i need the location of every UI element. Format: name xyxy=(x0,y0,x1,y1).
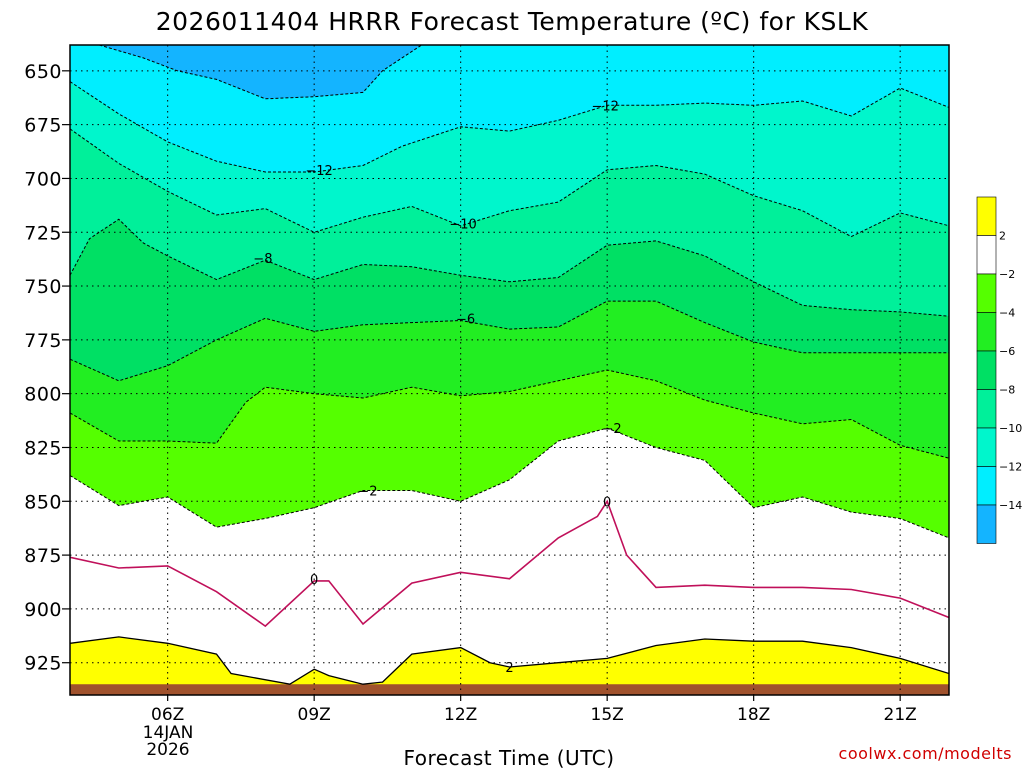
contour-label: 0 xyxy=(603,495,611,510)
legend-label: 2 xyxy=(999,230,1006,243)
contour-label: −2 xyxy=(602,422,621,437)
legend-label: −4 xyxy=(999,307,1015,320)
plot-area xyxy=(70,45,949,695)
grid-lines xyxy=(70,45,949,695)
contour-minus4 xyxy=(70,369,949,459)
contour-minus2 xyxy=(70,427,949,539)
x-tick-label: 21Z xyxy=(884,705,917,725)
x-tick-label: 09Z xyxy=(298,705,331,725)
y-tick-label: 650 xyxy=(24,61,62,83)
y-tick-label: 825 xyxy=(24,437,62,459)
x-tick-label: 18Z xyxy=(737,705,770,725)
legend-swatch xyxy=(976,350,997,390)
contour-label: −12 xyxy=(305,164,332,179)
plot-frame xyxy=(69,44,950,696)
legend-swatch xyxy=(976,273,997,313)
contour-lines xyxy=(70,45,949,685)
legend-swatch xyxy=(976,196,997,236)
temperature-bands xyxy=(70,45,949,695)
x-tick-label: 12Z xyxy=(444,705,477,725)
y-tick-label: 800 xyxy=(24,384,62,406)
y-tick-label: 675 xyxy=(24,115,62,137)
band-below-2 xyxy=(70,636,949,695)
credit-text: coolwx.com/modelts xyxy=(839,744,1012,763)
legend-swatch xyxy=(976,504,997,544)
x-axis-title: Forecast Time (UTC) xyxy=(403,746,614,768)
ground-terrain xyxy=(70,684,949,695)
contour-2 xyxy=(70,636,949,685)
legend-label: −6 xyxy=(999,345,1015,358)
color-legend: 2 −2 −4 −6 −8 −10 −12 −14 xyxy=(976,196,1022,544)
legend-swatch xyxy=(976,389,997,429)
contour-labels: −12 −12 −10 −8 −6 −2 −2 0 0 2 xyxy=(253,99,621,676)
y-tick-label: 875 xyxy=(24,545,62,567)
contour-0 xyxy=(70,499,949,628)
y-tick-label: 700 xyxy=(24,168,62,190)
legend-swatch xyxy=(976,466,997,506)
date-line-2: 2026 xyxy=(146,740,189,760)
contour-label: 0 xyxy=(310,573,318,588)
contour-label: −10 xyxy=(449,218,476,233)
contour-label: −6 xyxy=(456,312,475,327)
y-tick-label: 725 xyxy=(24,222,62,244)
chart-title: 2026011404 HRRR Forecast Temperature (ºC… xyxy=(156,7,869,36)
legend-label: −8 xyxy=(999,384,1015,397)
contour-minus14 xyxy=(99,45,423,100)
contour-label: 2 xyxy=(505,661,513,676)
legend-swatch xyxy=(976,427,997,467)
legend-swatch xyxy=(976,312,997,352)
x-axis: 06Z 09Z 12Z 15Z 18Z 21Z xyxy=(151,695,917,725)
legend-swatch xyxy=(976,235,997,275)
ground-band xyxy=(70,684,949,695)
y-tick-label: 750 xyxy=(24,276,62,298)
date-line-1: 14JAN xyxy=(143,723,194,743)
band-below-minus2 xyxy=(70,428,949,695)
contour-label: −2 xyxy=(358,485,377,500)
contour-label: −8 xyxy=(253,252,272,267)
contour-label: −12 xyxy=(591,99,618,114)
y-tick-label: 775 xyxy=(24,330,62,352)
y-axis: 650 675 700 725 750 775 800 825 850 875 900 925 xyxy=(24,61,70,675)
y-tick-label: 900 xyxy=(24,599,62,621)
x-tick-label: 15Z xyxy=(591,705,624,725)
contour-minus12 xyxy=(70,81,949,173)
legend-label: −10 xyxy=(999,422,1022,435)
y-tick-label: 925 xyxy=(24,653,62,675)
contour-minus10 xyxy=(70,128,949,238)
legend-label: −12 xyxy=(999,461,1022,474)
legend-label: −2 xyxy=(999,268,1015,281)
x-tick-label: 06Z xyxy=(151,705,184,725)
legend-label: −14 xyxy=(999,499,1022,512)
band-below-minus14 xyxy=(99,45,422,99)
contour-minus6 xyxy=(70,300,949,382)
contour-minus8 xyxy=(70,218,949,317)
y-tick-label: 850 xyxy=(24,491,62,513)
